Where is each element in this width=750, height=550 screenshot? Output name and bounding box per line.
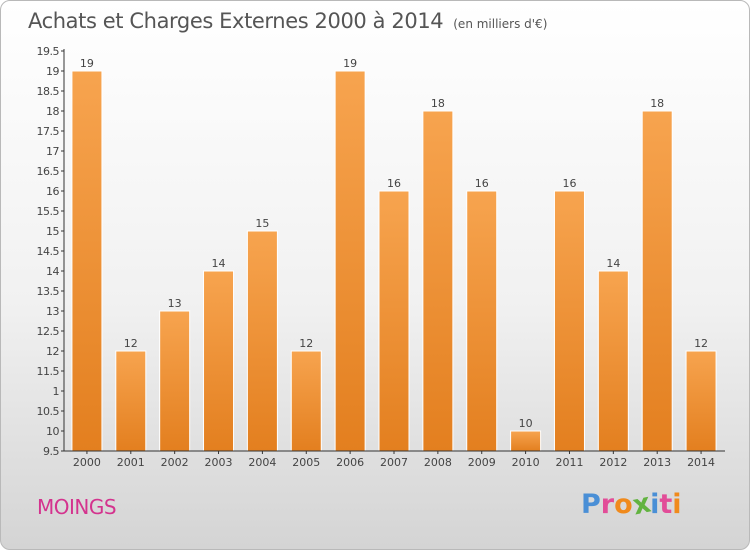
bar-value-label-2003: 14 bbox=[212, 257, 226, 270]
bar-2006 bbox=[334, 70, 366, 452]
y-tick-label-10: 10 bbox=[46, 425, 59, 438]
bar-value-label-2011: 16 bbox=[562, 177, 576, 190]
x-tick-label-2012: 2012 bbox=[599, 456, 627, 469]
y-tick-label-17: 17 bbox=[46, 145, 59, 158]
y-tick-label-11.5: 11.5 bbox=[37, 365, 60, 378]
logo-letter-0: P bbox=[581, 489, 601, 520]
bar-value-label-2005: 12 bbox=[299, 337, 313, 350]
bar-value-label-2010: 10 bbox=[519, 417, 533, 430]
bar-value-label-2012: 14 bbox=[606, 257, 620, 270]
logo-letter-4: i bbox=[650, 489, 660, 520]
bar-value-label-2000: 19 bbox=[80, 57, 94, 70]
chart-title: Achats et Charges Externes 2000 à 2014 bbox=[28, 9, 444, 33]
bar-2010 bbox=[510, 430, 542, 452]
bar-2014 bbox=[685, 350, 717, 452]
y-tick-label-11: 1 bbox=[53, 385, 60, 398]
bar-value-label-2007: 16 bbox=[387, 177, 401, 190]
y-tick-label-15.5: 15.5 bbox=[37, 205, 60, 218]
x-tick-label-2004: 2004 bbox=[248, 456, 276, 469]
y-tick-label-10.5: 10.5 bbox=[37, 405, 60, 418]
x-tick-label-2003: 2003 bbox=[205, 456, 233, 469]
y-axis: 9.5 10 10.5 1 11.5 12 12.5 13 13.5 14 14.5 15 15.5 16… bbox=[37, 45, 65, 458]
y-tick-label-18: 18 bbox=[46, 105, 59, 118]
y-tick-label-17.5: 17.5 bbox=[37, 125, 60, 138]
y-tick-label-16: 16 bbox=[46, 185, 59, 198]
bar-value-label-2002: 13 bbox=[168, 297, 182, 310]
bar-value-label-2014: 12 bbox=[694, 337, 708, 350]
x-tick-label-2013: 2013 bbox=[643, 456, 671, 469]
y-tick-label-14: 14 bbox=[46, 265, 59, 278]
chart-unit: (en milliers d'€) bbox=[453, 17, 548, 31]
x-tick-label-2006: 2006 bbox=[336, 456, 364, 469]
bar-2013 bbox=[641, 110, 673, 452]
bar-2003 bbox=[203, 270, 235, 452]
bar-value-label-2009: 16 bbox=[475, 177, 489, 190]
x-tick-label-2000: 2000 bbox=[73, 456, 101, 469]
bar-2009 bbox=[466, 190, 498, 452]
logo-letter-5: t bbox=[659, 489, 673, 520]
logo-letter-2: o bbox=[614, 489, 633, 520]
bar-2004 bbox=[246, 230, 278, 452]
x-tick-label-2007: 2007 bbox=[380, 456, 408, 469]
x-tick-label-2001: 2001 bbox=[117, 456, 145, 469]
bars-group: 19 12 13 14 15 12 19 16 18 16 10 16 14 18 12 bbox=[71, 57, 717, 452]
y-tick-label-12.5: 12.5 bbox=[37, 325, 60, 338]
bar-2000 bbox=[71, 70, 103, 452]
bar-2001 bbox=[115, 350, 147, 452]
bar-2011 bbox=[553, 190, 585, 452]
x-tick-label-2009: 2009 bbox=[468, 456, 496, 469]
x-tick-label-2010: 2010 bbox=[512, 456, 540, 469]
y-tick-label-9.5: 9.5 bbox=[43, 445, 59, 458]
x-axis: 2000 2001 2002 2003 2004 2005 2006 2007 2008 2009… bbox=[64, 450, 725, 469]
bar-value-label-2006: 19 bbox=[343, 57, 357, 70]
bar-2007 bbox=[378, 190, 410, 452]
bar-value-label-2004: 15 bbox=[255, 217, 269, 230]
proxiti-logo: Proxiti bbox=[581, 488, 691, 523]
commune-name: MOINGS bbox=[37, 495, 117, 519]
y-tick-label-16.5: 16.5 bbox=[37, 165, 60, 178]
bar-2002 bbox=[159, 310, 191, 452]
bar-value-label-2001: 12 bbox=[124, 337, 138, 350]
logo-letter-6: i bbox=[672, 489, 682, 520]
y-tick-label-19: 19 bbox=[46, 65, 59, 78]
chart-title-block: Achats et Charges Externes 2000 à 2014 (e… bbox=[28, 9, 547, 33]
bar-2005 bbox=[290, 350, 322, 452]
y-tick-label-13: 13 bbox=[46, 305, 59, 318]
logo-letter-1: r bbox=[600, 489, 615, 520]
x-tick-label-2005: 2005 bbox=[292, 456, 320, 469]
bar-2008 bbox=[422, 110, 454, 452]
y-tick-label-14.5: 14.5 bbox=[37, 245, 60, 258]
x-tick-label-2002: 2002 bbox=[161, 456, 189, 469]
bar-value-label-2013: 18 bbox=[650, 97, 664, 110]
y-tick-label-19.5: 19.5 bbox=[37, 45, 60, 58]
y-tick-label-18.5: 18.5 bbox=[37, 85, 60, 98]
y-tick-label-15: 15 bbox=[46, 225, 59, 238]
x-tick-label-2008: 2008 bbox=[424, 456, 452, 469]
bar-2012 bbox=[597, 270, 629, 452]
x-tick-label-2014: 2014 bbox=[687, 456, 715, 469]
y-tick-label-12: 12 bbox=[46, 345, 59, 358]
bar-value-label-2008: 18 bbox=[431, 97, 445, 110]
y-tick-label-13.5: 13.5 bbox=[37, 285, 60, 298]
x-tick-label-2011: 2011 bbox=[555, 456, 583, 469]
